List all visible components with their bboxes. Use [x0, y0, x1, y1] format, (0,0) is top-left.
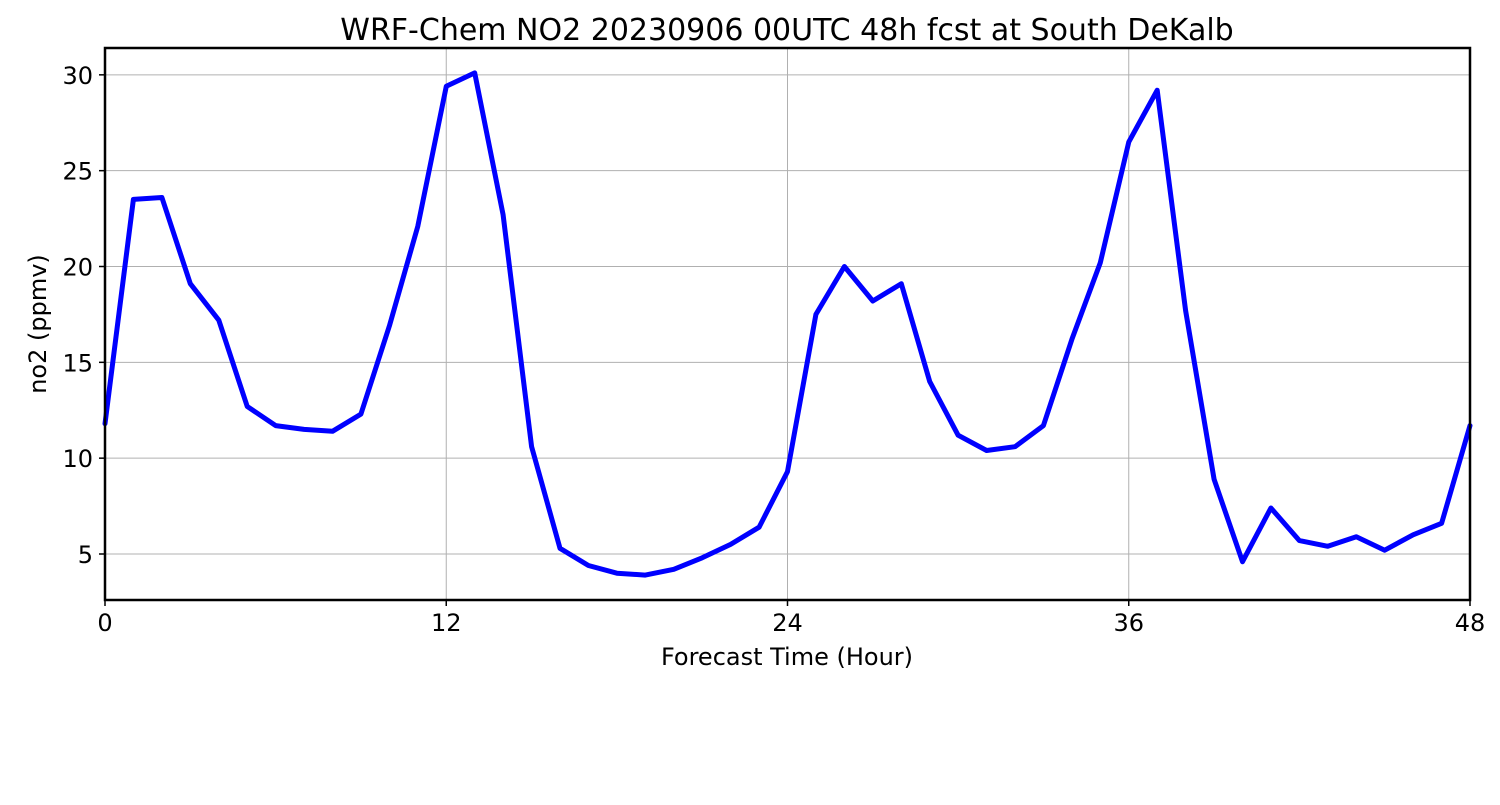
x-tick-label: 0 [97, 609, 112, 637]
x-tick-label: 24 [772, 609, 803, 637]
chart-title: WRF-Chem NO2 20230906 00UTC 48h fcst at … [340, 13, 1233, 48]
y-tick-label: 15 [62, 349, 93, 377]
y-tick-label: 10 [62, 445, 93, 473]
axis-ticks: 0 12 24 36 48 5 10 15 20 25 30 [62, 62, 1485, 637]
x-tick-label: 48 [1455, 609, 1486, 637]
x-axis-title: Forecast Time (Hour) [661, 643, 913, 671]
y-axis-title: no2 (ppmv) [24, 254, 52, 394]
y-tick-label: 25 [62, 158, 93, 186]
x-tick-label: 36 [1113, 609, 1144, 637]
x-tick-label: 12 [431, 609, 462, 637]
y-tick-label: 20 [62, 254, 93, 282]
y-tick-label: 5 [78, 541, 93, 569]
y-tick-label: 30 [62, 62, 93, 90]
